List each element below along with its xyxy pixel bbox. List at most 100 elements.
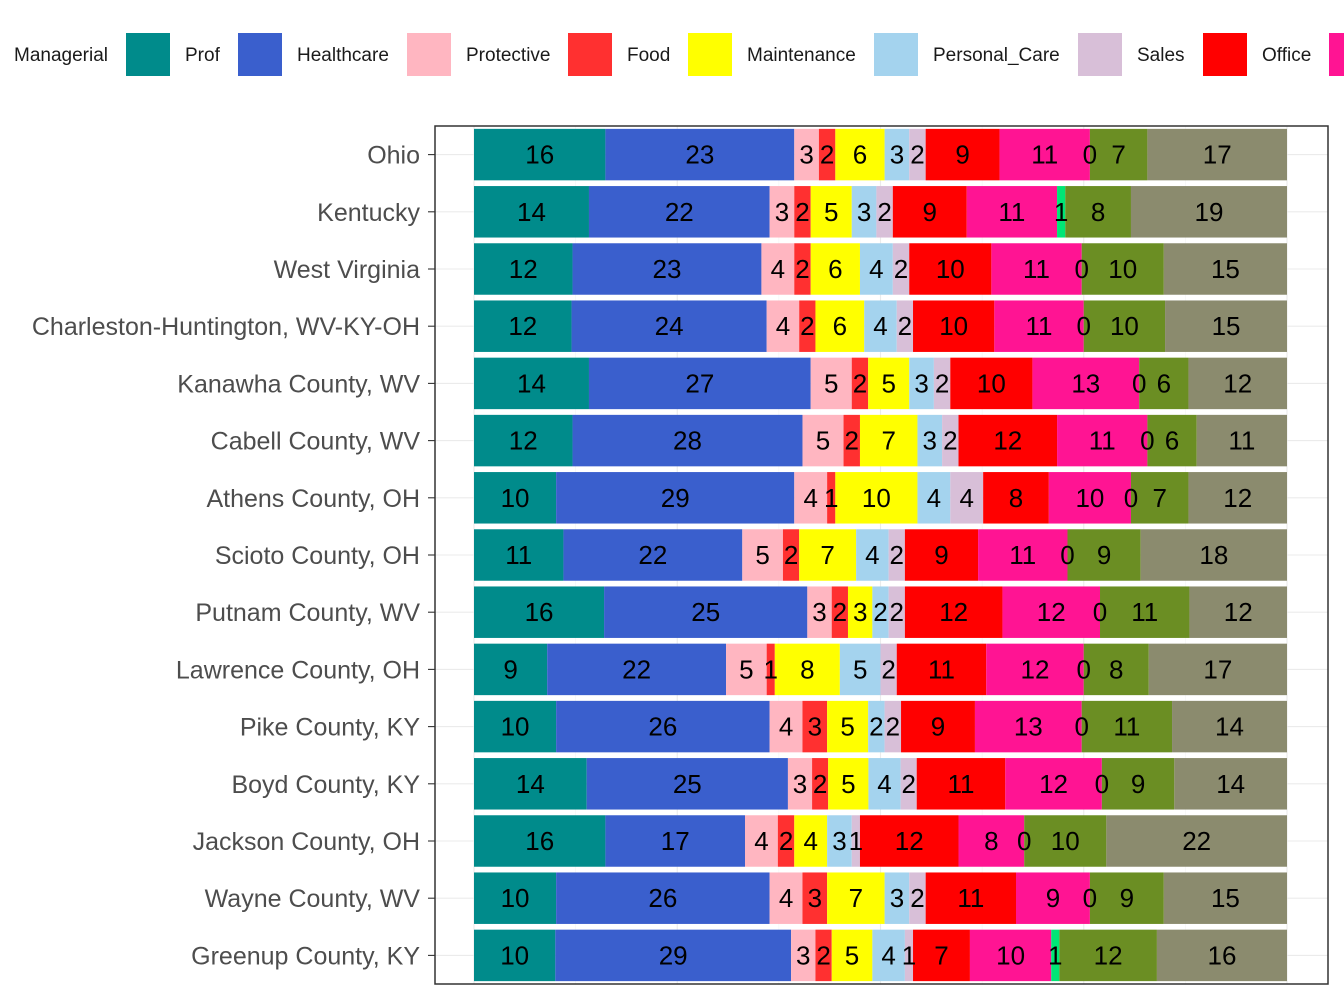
- bar-segment-managerial: [474, 586, 605, 638]
- data-label: 4: [869, 254, 883, 284]
- bar-segment-series-11: [1024, 815, 1107, 867]
- data-label: 3: [812, 597, 826, 627]
- bar-segment-sales: [925, 128, 1000, 181]
- bar-segment-food: [868, 357, 910, 410]
- data-label: 6: [1165, 426, 1179, 456]
- legend-label: Office: [1262, 45, 1312, 66]
- data-label: 10: [977, 368, 1006, 398]
- data-label: 9: [1131, 769, 1145, 799]
- bar-segment-series-12: [1163, 872, 1287, 924]
- bar-segment-series-11: [1083, 643, 1149, 696]
- bar-segment-prof: [571, 300, 767, 352]
- data-label: 6: [828, 254, 842, 284]
- data-label: 11: [505, 540, 532, 570]
- data-label: 2: [784, 540, 798, 570]
- bar-segment-protective: [827, 472, 836, 524]
- bar-segment-sales: [896, 643, 987, 696]
- bar-segment-managerial: [474, 300, 572, 352]
- data-label: 12: [1039, 769, 1068, 799]
- bar-segment-maintenance: [909, 357, 934, 410]
- data-label: 7: [881, 426, 895, 456]
- bar-segment-series-11: [1130, 472, 1189, 524]
- bar-segment-sales: [916, 758, 1006, 810]
- bar-segment-office: [969, 929, 1052, 982]
- legend-key-personal-care: [1078, 33, 1122, 76]
- bar-segment-series-12: [1147, 128, 1287, 181]
- bar-segment-prof: [604, 586, 808, 638]
- bar-segment-personal-care: [909, 872, 926, 924]
- data-label: 11: [928, 654, 955, 684]
- bar-segment-sales: [909, 243, 992, 295]
- bar-segment-office: [991, 243, 1082, 295]
- data-label: 1: [764, 654, 778, 684]
- data-label: 10: [500, 940, 529, 970]
- data-label: 15: [1211, 883, 1240, 913]
- data-label: 1: [1048, 940, 1062, 970]
- y-tick-label: Cabell County, WV: [211, 428, 421, 456]
- bar-segment-office: [1005, 758, 1102, 810]
- y-tick-label: Charleston-Huntington, WV-KY-OH: [32, 313, 420, 341]
- bar-segment-series-12: [1196, 414, 1287, 467]
- data-label: 0: [1074, 254, 1088, 284]
- data-label: 2: [898, 311, 912, 341]
- y-tick-label: Wayne County, WV: [205, 885, 421, 913]
- data-label: 2: [901, 769, 915, 799]
- bar-segment-office: [994, 300, 1084, 352]
- data-label: 5: [841, 769, 855, 799]
- bar-segment-food: [831, 929, 873, 982]
- data-label: 0: [1077, 311, 1091, 341]
- data-label: 11: [1009, 540, 1036, 570]
- bar-segment-food: [815, 300, 865, 352]
- legend-label: Prof: [185, 45, 220, 66]
- data-label: 2: [833, 597, 847, 627]
- data-label: 8: [1009, 483, 1023, 513]
- data-label: 0: [1093, 597, 1107, 627]
- bar-segment-maintenance: [917, 414, 943, 467]
- data-label: 12: [895, 826, 924, 856]
- legend-key-protective: [568, 33, 612, 76]
- data-label: 2: [816, 940, 830, 970]
- bar-segment-office: [1032, 357, 1140, 410]
- bar-segment-healthcare: [802, 414, 844, 467]
- bar-segment-maintenance: [917, 472, 951, 524]
- bar-segment-healthcare: [726, 643, 767, 696]
- data-label: 1: [1054, 197, 1068, 227]
- data-label: 5: [881, 368, 895, 398]
- bar-segment-healthcare: [794, 128, 819, 181]
- bar-segment-food: [859, 414, 918, 467]
- data-label: 3: [853, 597, 867, 627]
- data-label: 16: [525, 140, 554, 170]
- bar-segment-healthcare: [810, 357, 852, 410]
- y-tick-label: Jackson County, OH: [193, 828, 420, 856]
- bar-segment-personal-care: [900, 758, 917, 810]
- bar-segment-series-12: [1140, 529, 1287, 581]
- data-label: 2: [910, 883, 924, 913]
- bar-segment-maintenance: [872, 929, 905, 982]
- bar-segment-healthcare: [791, 929, 816, 982]
- bar-segment-protective: [831, 586, 848, 638]
- bar-segment-managerial: [474, 872, 557, 924]
- data-label: 12: [1037, 597, 1066, 627]
- bar-segment-prof: [572, 243, 762, 295]
- data-label: 2: [779, 826, 793, 856]
- data-label: 12: [509, 254, 538, 284]
- data-label: 4: [779, 712, 793, 742]
- bar-segment-office: [1057, 414, 1148, 467]
- data-label: 3: [890, 140, 904, 170]
- data-label: 11: [957, 883, 984, 913]
- data-label: 3: [890, 883, 904, 913]
- data-label: 23: [685, 140, 714, 170]
- data-label: 10: [1110, 311, 1139, 341]
- bar-segment-personal-care: [888, 586, 905, 638]
- data-label: 9: [955, 140, 969, 170]
- data-label: 8: [984, 826, 998, 856]
- data-label: 4: [877, 769, 891, 799]
- data-label: 10: [501, 712, 530, 742]
- bar-segment-healthcare: [766, 300, 800, 352]
- data-label: 3: [808, 712, 822, 742]
- data-label: 11: [1089, 426, 1116, 456]
- data-label: 22: [622, 654, 651, 684]
- data-label: 0: [1074, 712, 1088, 742]
- bar-segment-food: [794, 815, 828, 867]
- bar-segment-maintenance: [827, 815, 852, 867]
